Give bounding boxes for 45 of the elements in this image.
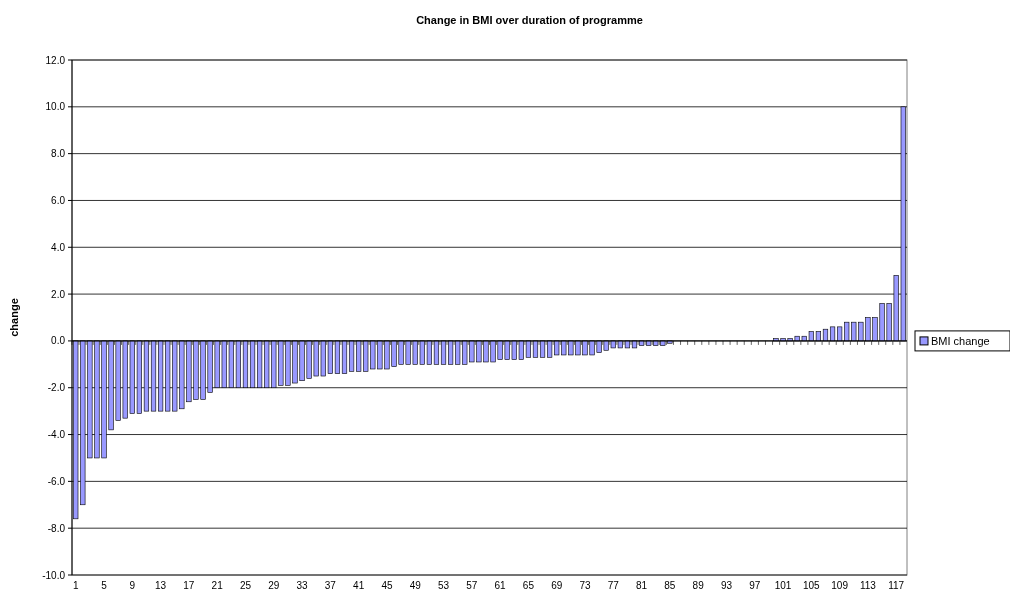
x-tick-label: 53 [437, 580, 450, 591]
x-tick-label: 73 [579, 580, 591, 591]
x-tick-label: 61 [494, 580, 507, 591]
x-tick-label: 77 [607, 580, 620, 591]
y-tick-label: -6.0 [47, 475, 66, 487]
x-tick-label: 113 [859, 580, 877, 591]
x-tick-label: 45 [381, 580, 393, 591]
x-tick-label: 1 [72, 580, 79, 591]
x-tick-label: 21 [211, 580, 224, 591]
y-tick-label: 4.0 [51, 241, 66, 253]
chart-title: Change in BMI over duration of programme [416, 14, 643, 26]
y-axis-title: change [8, 298, 20, 337]
y-tick-label: 0.0 [51, 335, 66, 347]
x-tick-label: 65 [522, 580, 535, 591]
y-tick-label: -8.0 [47, 522, 66, 534]
x-tick-label: 41 [353, 580, 365, 591]
x-tick-label: 9 [129, 580, 136, 591]
y-tick-label: 12.0 [45, 54, 66, 66]
x-tick-label: 25 [239, 580, 252, 591]
y-tick-label: 2.0 [51, 288, 66, 300]
y-tick-label: 6.0 [51, 194, 66, 206]
x-tick-label: 109 [831, 580, 849, 591]
x-tick-label: 85 [664, 580, 676, 591]
x-tick-label: 105 [802, 580, 821, 591]
x-tick-label: 33 [296, 580, 309, 591]
x-tick-label: 97 [749, 580, 761, 591]
x-tick-label: 17 [183, 580, 195, 591]
y-tick-label: -2.0 [47, 382, 66, 394]
x-tick-label: 117 [888, 580, 905, 591]
x-tick-label: 37 [324, 580, 337, 591]
x-tick-label: 13 [155, 580, 167, 591]
y-tick-label: -10.0 [42, 569, 66, 581]
x-tick-label: 5 [101, 580, 108, 591]
x-tick-label: 69 [551, 580, 563, 591]
x-tick-label: 29 [268, 580, 280, 591]
x-tick-label: 57 [466, 580, 478, 591]
y-tick-label: 8.0 [51, 148, 66, 160]
x-tick-label: 89 [692, 580, 705, 591]
y-tick-label: -4.0 [47, 429, 66, 441]
x-tick-label: 81 [636, 580, 648, 591]
x-tick-label: 101 [774, 580, 792, 591]
y-tick-label: 10.0 [45, 101, 66, 113]
x-tick-label: 93 [720, 580, 733, 591]
legend-label: BMI change [931, 334, 990, 347]
x-tick-label: 49 [409, 580, 422, 591]
